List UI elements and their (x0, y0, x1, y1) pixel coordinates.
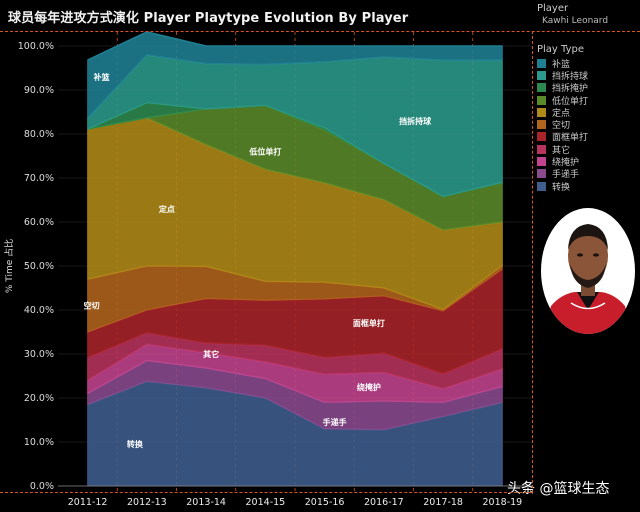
y-tick-label: 10.0% (24, 437, 54, 448)
page-title: 球员每年进攻方式演化 Player Playtype Evolution By … (8, 11, 409, 26)
y-tick-label: 100.0% (18, 41, 54, 52)
legend-item: 面框单打 (537, 131, 637, 143)
watermark: 头条 @篮球生态 (507, 481, 610, 497)
area-annotation: 空切 (84, 301, 100, 311)
legend-item: 挡拆持球 (537, 69, 637, 82)
area-annotation: 面框单打 (353, 318, 385, 328)
legend-item: 补篮 (537, 57, 637, 70)
legend-swatch (537, 120, 546, 130)
player-filter-header: Player (537, 3, 569, 14)
legend-swatch (537, 83, 546, 93)
legend-label: 低位单打 (552, 96, 589, 107)
legend-item: 转换 (537, 180, 637, 193)
legend-item: 定点 (537, 106, 637, 119)
legend-item: 空切 (537, 118, 637, 132)
x-tick-label: 2018-19 (483, 497, 523, 508)
y-tick-label: 50.0% (24, 261, 54, 272)
player-avatar (541, 208, 635, 334)
y-tick-label: 90.0% (24, 85, 54, 96)
area-annotation: 其它 (203, 349, 219, 359)
y-tick-label: 80.0% (24, 129, 54, 140)
legend-item: 挡拆掩护 (537, 82, 637, 94)
legend-label: 定点 (552, 108, 571, 119)
area-series-line (87, 31, 503, 61)
frame-right-line (532, 31, 533, 493)
legend-item: 其它 (537, 143, 637, 156)
legend-swatch (537, 70, 546, 80)
legend-header: Play Type (537, 44, 585, 55)
x-tick-label: 2014-15 (246, 497, 286, 508)
y-tick-label: 40.0% (24, 305, 54, 316)
legend-swatch (537, 169, 546, 179)
legend-swatch (537, 95, 546, 105)
y-tick-label: 60.0% (24, 217, 54, 228)
player-filter[interactable]: Player Kawhi Leonard (537, 3, 637, 26)
player-filter-value[interactable]: Kawhi Leonard (542, 16, 609, 26)
area-annotation: 补篮 (93, 72, 110, 82)
frame-bottom-line (0, 492, 532, 493)
y-tick-label: 0.0% (30, 481, 54, 492)
x-tick-label: 2015-16 (305, 497, 345, 508)
legend-swatch (537, 107, 546, 117)
x-tick-label: 2017-18 (423, 497, 463, 508)
legend: Play Type 补篮 挡拆持球挡拆掩护 低位单打 定点空切 面框单打 其它绕掩护 手递手… (537, 44, 637, 193)
legend-label: 绕掩护 (552, 158, 580, 169)
legend-swatch (537, 58, 546, 68)
area-annotation: 挡拆持球 (399, 116, 432, 126)
x-tick-label: 2011-12 (68, 497, 108, 508)
legend-item: 绕掩护 (537, 155, 637, 169)
area-annotation: 绕掩护 (357, 382, 381, 392)
x-tick-label: 2012-13 (127, 497, 167, 508)
x-tick-label: 2016-17 (364, 497, 404, 508)
area-annotation: 定点 (158, 204, 175, 214)
legend-swatch (537, 181, 546, 191)
area-annotation: 转换 (127, 439, 144, 449)
legend-item: 低位单打 (537, 94, 637, 107)
legend-item: 手递手 (537, 168, 637, 180)
y-tick-label: 30.0% (24, 349, 54, 360)
legend-swatch (537, 157, 546, 167)
player-portrait-icon (545, 224, 631, 334)
y-axis-label: % Time 占比 (3, 239, 15, 293)
legend-label: 挡拆掩护 (552, 84, 589, 95)
legend-swatch (537, 132, 546, 142)
y-tick-label: 70.0% (24, 173, 54, 184)
legend-label: 其它 (552, 145, 571, 156)
y-tick-label: 20.0% (24, 393, 54, 404)
legend-label: 挡拆持球 (552, 71, 589, 82)
legend-label: 空切 (552, 121, 571, 132)
legend-label: 转换 (552, 182, 571, 193)
legend-label: 补篮 (552, 59, 571, 70)
area-annotation: 低位单打 (248, 147, 281, 157)
legend-label: 手递手 (552, 170, 580, 181)
legend-label: 面框单打 (552, 133, 589, 144)
area-annotation: 手递手 (323, 417, 347, 427)
x-tick-label: 2013-14 (186, 497, 226, 508)
frame-top-line (0, 31, 640, 32)
legend-swatch (537, 144, 546, 154)
